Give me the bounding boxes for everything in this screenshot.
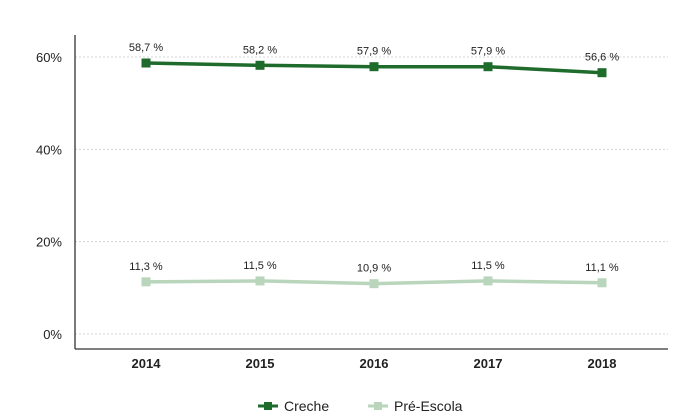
y-tick-label: 0% xyxy=(43,327,62,342)
x-tick-label: 2017 xyxy=(474,356,503,371)
data-point xyxy=(369,62,379,72)
data-point xyxy=(141,277,151,287)
legend-item-pre-escola-label: Pré-Escola xyxy=(394,398,463,414)
x-tick-label: 2016 xyxy=(360,356,389,371)
legend-item-pre-escola-marker xyxy=(374,402,382,410)
y-tick-label: 20% xyxy=(36,235,62,250)
y-tick-label: 60% xyxy=(36,50,62,65)
x-tick-label: 2018 xyxy=(588,356,617,371)
data-point xyxy=(483,276,493,286)
data-label: 57,9 % xyxy=(357,46,391,58)
data-point xyxy=(597,278,607,288)
data-point xyxy=(597,68,607,78)
data-label: 58,7 % xyxy=(129,42,163,54)
data-label: 58,2 % xyxy=(243,44,277,56)
data-label: 11,5 % xyxy=(243,260,277,272)
data-label: 11,5 % xyxy=(471,260,505,272)
data-point xyxy=(255,60,265,70)
data-label: 11,1 % xyxy=(585,262,619,274)
data-label: 11,3 % xyxy=(129,261,163,273)
legend-item-creche-marker xyxy=(264,402,272,410)
data-point xyxy=(483,62,493,72)
x-tick-label: 2014 xyxy=(132,356,162,371)
data-point xyxy=(141,58,151,68)
data-label: 57,9 % xyxy=(471,46,505,58)
y-tick-label: 40% xyxy=(36,142,62,157)
data-point xyxy=(369,279,379,289)
legend-item-creche-label: Creche xyxy=(284,398,329,414)
data-label: 10,9 % xyxy=(357,263,391,275)
data-point xyxy=(255,276,265,286)
x-tick-label: 2015 xyxy=(246,356,275,371)
data-label: 56,6 % xyxy=(585,52,619,64)
